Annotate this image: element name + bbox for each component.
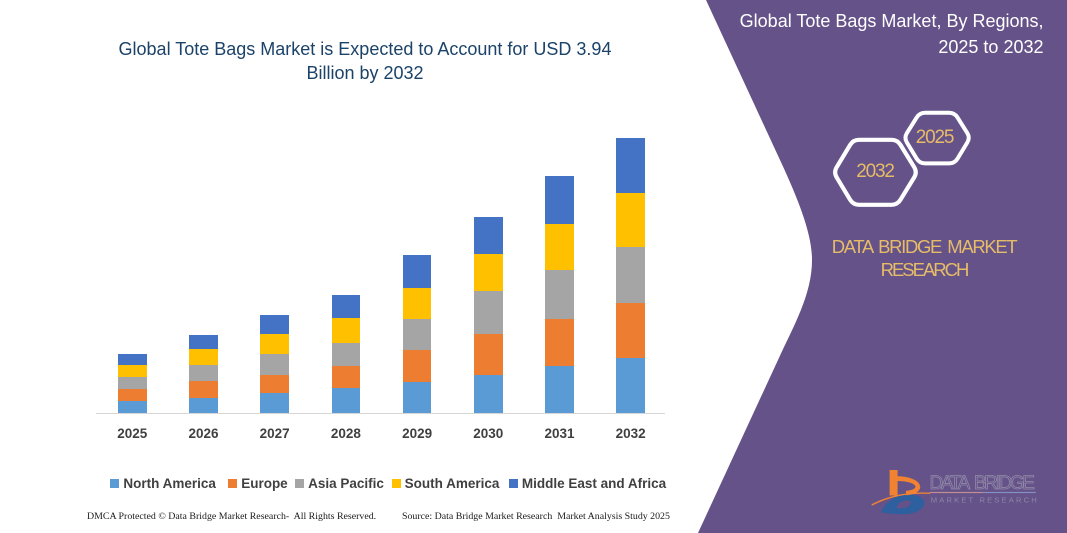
svg-text:MARKET RESEARCH: MARKET RESEARCH [931,495,1039,504]
svg-text:DATA BRIDGE: DATA BRIDGE [930,473,1035,494]
